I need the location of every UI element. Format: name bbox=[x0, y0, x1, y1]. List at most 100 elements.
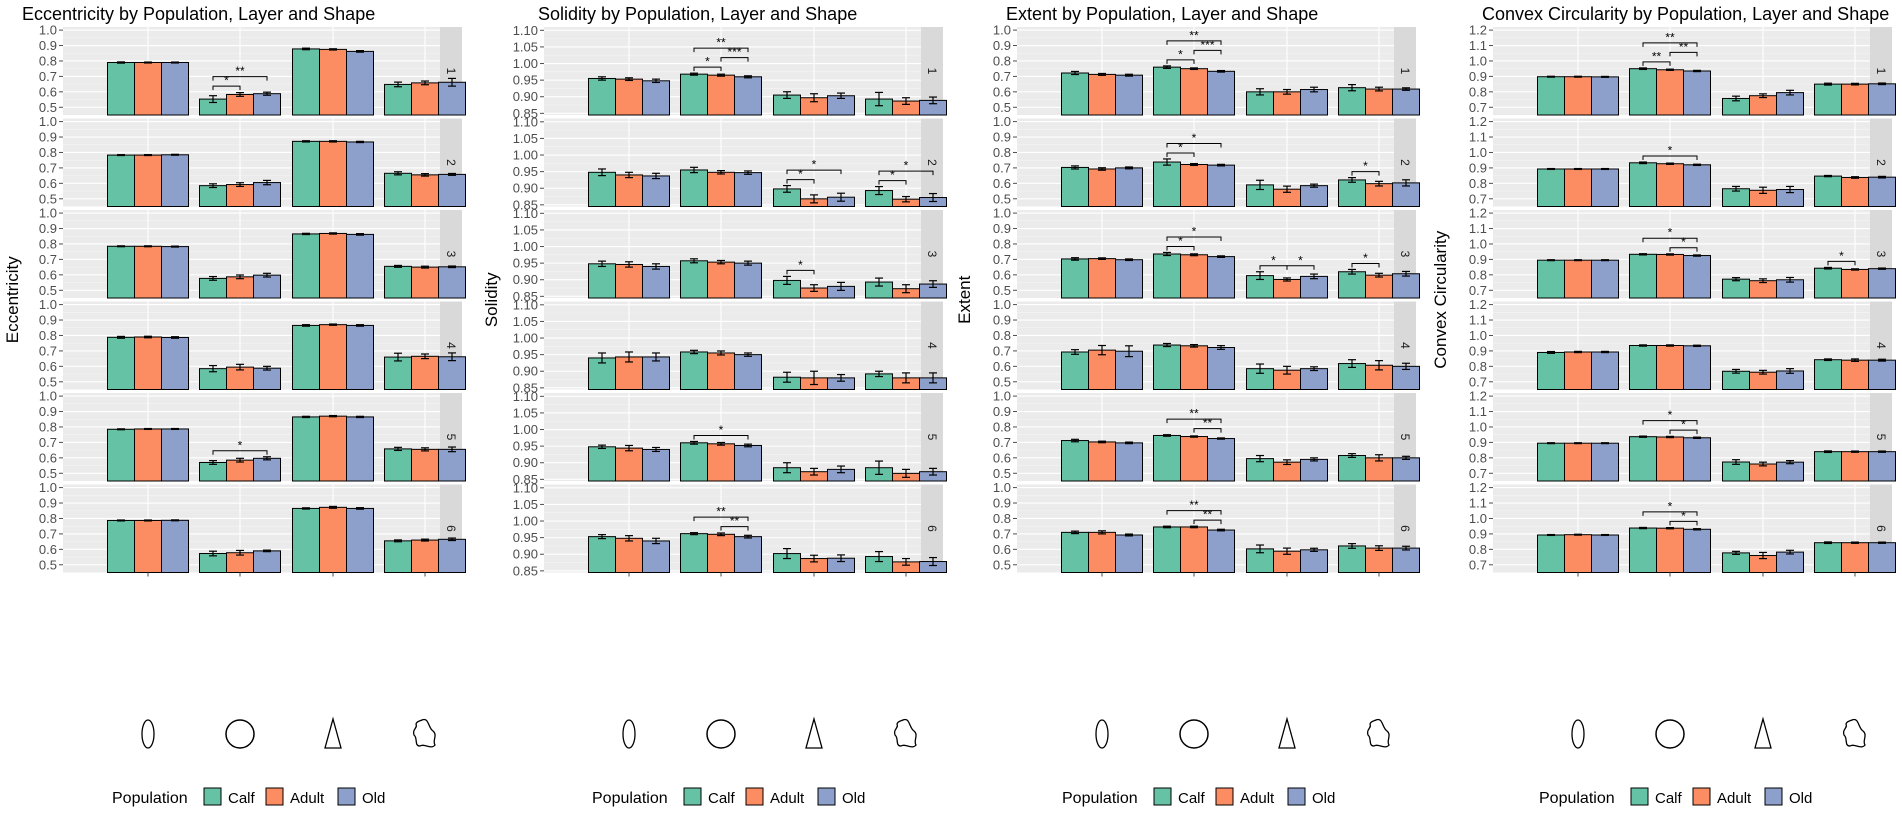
bar-old bbox=[254, 551, 281, 573]
y-tick-label: 0.6 bbox=[39, 450, 57, 465]
facet-layer-2: 0.70.80.91.01.11.22* bbox=[1469, 114, 1896, 206]
bar-calf bbox=[1062, 532, 1089, 572]
y-tick-label: 0.7 bbox=[1469, 191, 1487, 206]
y-tick-label: 0.5 bbox=[993, 191, 1011, 206]
bar-old bbox=[1777, 462, 1804, 481]
bar-old bbox=[439, 357, 466, 390]
significance-label: * bbox=[1668, 144, 1673, 158]
y-tick-label: 1.0 bbox=[993, 389, 1011, 404]
legend-swatch-calf bbox=[1154, 788, 1171, 805]
y-tick-label: 0.5 bbox=[39, 100, 57, 115]
y-tick-label: 0.8 bbox=[39, 511, 57, 526]
y-tick-label: 1.2 bbox=[1469, 389, 1487, 404]
legend-swatch-calf bbox=[684, 788, 701, 805]
bar-calf bbox=[681, 74, 708, 115]
facet-layer-1: 0.50.60.70.80.91.01****** bbox=[993, 23, 1420, 115]
significance-label: ** bbox=[1679, 40, 1689, 54]
y-tick-label: 0.7 bbox=[1469, 283, 1487, 298]
facet-layer-1: 0.70.80.91.01.11.21****** bbox=[1469, 23, 1896, 115]
bar-adult bbox=[1842, 452, 1869, 481]
facet-layer-1: 0.850.900.951.001.051.101****** bbox=[513, 23, 947, 121]
bar-calf bbox=[1815, 543, 1842, 573]
facet-strip-label: 4 bbox=[925, 342, 939, 349]
bar-old bbox=[1869, 84, 1896, 115]
facet-layer-2: 0.50.60.70.80.91.02 bbox=[39, 114, 466, 206]
bar-adult bbox=[708, 262, 735, 298]
bar-calf bbox=[108, 246, 135, 298]
bar-old bbox=[1869, 360, 1896, 389]
bar-adult bbox=[1565, 169, 1592, 207]
bar-calf bbox=[200, 186, 227, 207]
bar-old bbox=[347, 142, 374, 207]
y-tick-label: 1.0 bbox=[1469, 419, 1487, 434]
bar-adult bbox=[1366, 89, 1393, 115]
bar-adult bbox=[1842, 543, 1869, 573]
circle-shape-icon bbox=[707, 720, 735, 748]
significance-label: * bbox=[705, 55, 710, 69]
bar-old bbox=[643, 176, 670, 207]
y-tick-label: 0.8 bbox=[1469, 359, 1487, 374]
bar-calf bbox=[385, 266, 412, 298]
bar-calf bbox=[1538, 260, 1565, 298]
bar-old bbox=[347, 51, 374, 115]
legend-label-adult: Adult bbox=[290, 790, 325, 807]
y-tick-label: 1.1 bbox=[1469, 496, 1487, 511]
y-tick-label: 0.95 bbox=[513, 439, 538, 454]
bar-adult bbox=[708, 444, 735, 481]
triangle-shape-icon bbox=[806, 719, 822, 748]
y-tick-label: 1.05 bbox=[513, 222, 538, 237]
y-tick-label: 0.9 bbox=[39, 130, 57, 145]
bar-calf bbox=[385, 84, 412, 115]
bar-adult bbox=[1842, 177, 1869, 206]
bar-calf bbox=[589, 172, 616, 206]
y-tick-label: 0.6 bbox=[39, 359, 57, 374]
significance-label: * bbox=[1178, 47, 1183, 61]
y-tick-label: 0.7 bbox=[39, 435, 57, 450]
bar-adult bbox=[616, 79, 643, 115]
bar-adult bbox=[616, 264, 643, 298]
legend-label-adult: Adult bbox=[1240, 790, 1275, 807]
y-tick-label: 0.9 bbox=[1469, 526, 1487, 541]
y-tick-label: 0.95 bbox=[513, 530, 538, 545]
bar-calf bbox=[293, 141, 320, 206]
bar-old bbox=[1393, 548, 1420, 572]
y-tick-label: 0.6 bbox=[993, 359, 1011, 374]
bar-adult bbox=[1750, 464, 1777, 481]
y-tick-label: 1.0 bbox=[993, 114, 1011, 129]
facet-strip-label: 2 bbox=[1398, 159, 1412, 166]
triangle-shape-icon bbox=[1755, 719, 1771, 748]
y-tick-label: 1.0 bbox=[993, 206, 1011, 221]
y-tick-label: 0.85 bbox=[513, 563, 538, 578]
y-tick-label: 0.5 bbox=[993, 374, 1011, 389]
facet-layer-6: 0.70.80.91.01.11.26** bbox=[1469, 480, 1896, 572]
legend-label-old: Old bbox=[1312, 790, 1335, 807]
facet-layer-4: 0.70.80.91.01.11.24 bbox=[1469, 297, 1896, 389]
facet-strip-label: 2 bbox=[925, 159, 939, 166]
bar-calf bbox=[293, 49, 320, 115]
legend: Population Calf Adult Old bbox=[1539, 788, 1812, 807]
facet-layer-3: 0.50.60.70.80.91.03 bbox=[39, 206, 466, 298]
irregular-shape-icon bbox=[1368, 719, 1389, 746]
y-tick-label: 0.8 bbox=[39, 236, 57, 251]
significance-label: * bbox=[798, 258, 803, 272]
bar-old bbox=[1592, 352, 1619, 390]
legend-swatch-adult bbox=[746, 788, 763, 805]
bar-old bbox=[439, 449, 466, 481]
bar-adult bbox=[227, 460, 254, 481]
bar-calf bbox=[1723, 371, 1750, 389]
bar-old bbox=[254, 275, 281, 298]
significance-label: * bbox=[1839, 249, 1844, 263]
y-tick-label: 0.7 bbox=[993, 69, 1011, 84]
bar-old bbox=[1301, 369, 1328, 390]
y-tick-label: 0.5 bbox=[39, 191, 57, 206]
y-tick-label: 0.7 bbox=[993, 435, 1011, 450]
bar-calf bbox=[681, 534, 708, 573]
y-tick-label: 0.5 bbox=[993, 100, 1011, 115]
y-tick-label: 0.9 bbox=[39, 496, 57, 511]
y-tick-label: 0.9 bbox=[1469, 160, 1487, 175]
bar-old bbox=[162, 429, 189, 481]
significance-label: * bbox=[1178, 140, 1183, 154]
bar-adult bbox=[1274, 279, 1301, 298]
legend-label-adult: Adult bbox=[1717, 790, 1752, 807]
significance-label: * bbox=[1192, 224, 1197, 238]
